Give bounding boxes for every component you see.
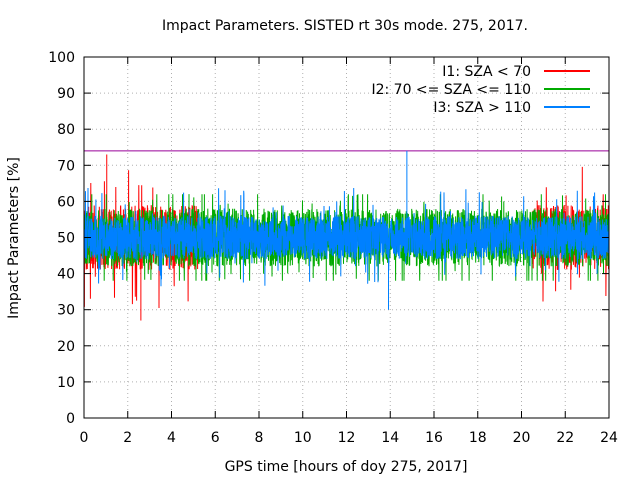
y-tick-label: 60 xyxy=(57,194,75,210)
legend: I1: SZA < 70 I2: 70 <= SZA <= 110 I3: SZA … xyxy=(371,64,590,116)
y-tick-label: 20 xyxy=(57,339,75,355)
x-tick-label: 18 xyxy=(469,430,487,446)
x-tick-label: 22 xyxy=(556,430,574,446)
y-tick-label: 0 xyxy=(66,411,75,427)
y-tick-label: 70 xyxy=(57,158,75,174)
y-tick-label: 100 xyxy=(48,50,75,66)
y-tick-label: 80 xyxy=(57,122,75,138)
y-tick-label: 30 xyxy=(57,303,75,319)
x-tick-label: 4 xyxy=(167,430,176,446)
y-tick-label: 40 xyxy=(57,267,75,283)
x-tick-label: 2 xyxy=(123,430,132,446)
x-tick-label: 6 xyxy=(211,430,220,446)
y-tick-label: 90 xyxy=(57,86,75,102)
legend-label-1: I1: SZA < 70 xyxy=(442,64,531,80)
x-axis-label: GPS time [hours of doy 275, 2017] xyxy=(225,459,468,475)
series-line-3 xyxy=(83,187,610,287)
legend-label-3: I3: SZA > 110 xyxy=(433,100,531,116)
x-tick-label: 14 xyxy=(381,430,399,446)
series-layer xyxy=(83,150,610,321)
y-axis-label: Impact Parameters [%] xyxy=(6,157,22,319)
legend-label-2: I2: 70 <= SZA <= 110 xyxy=(371,82,531,98)
x-tick-label: 8 xyxy=(255,430,264,446)
x-tick-label: 12 xyxy=(338,430,356,446)
x-tick-label: 24 xyxy=(600,430,618,446)
x-tick-label: 10 xyxy=(294,430,312,446)
x-tick-label: 0 xyxy=(80,430,89,446)
chart-title: Impact Parameters. SISTED rt 30s mode. 2… xyxy=(162,18,528,34)
y-tick-label: 50 xyxy=(57,231,75,247)
y-tick-label: 10 xyxy=(57,375,75,391)
x-tick-label: 16 xyxy=(425,430,443,446)
x-tick-label: 20 xyxy=(513,430,531,446)
